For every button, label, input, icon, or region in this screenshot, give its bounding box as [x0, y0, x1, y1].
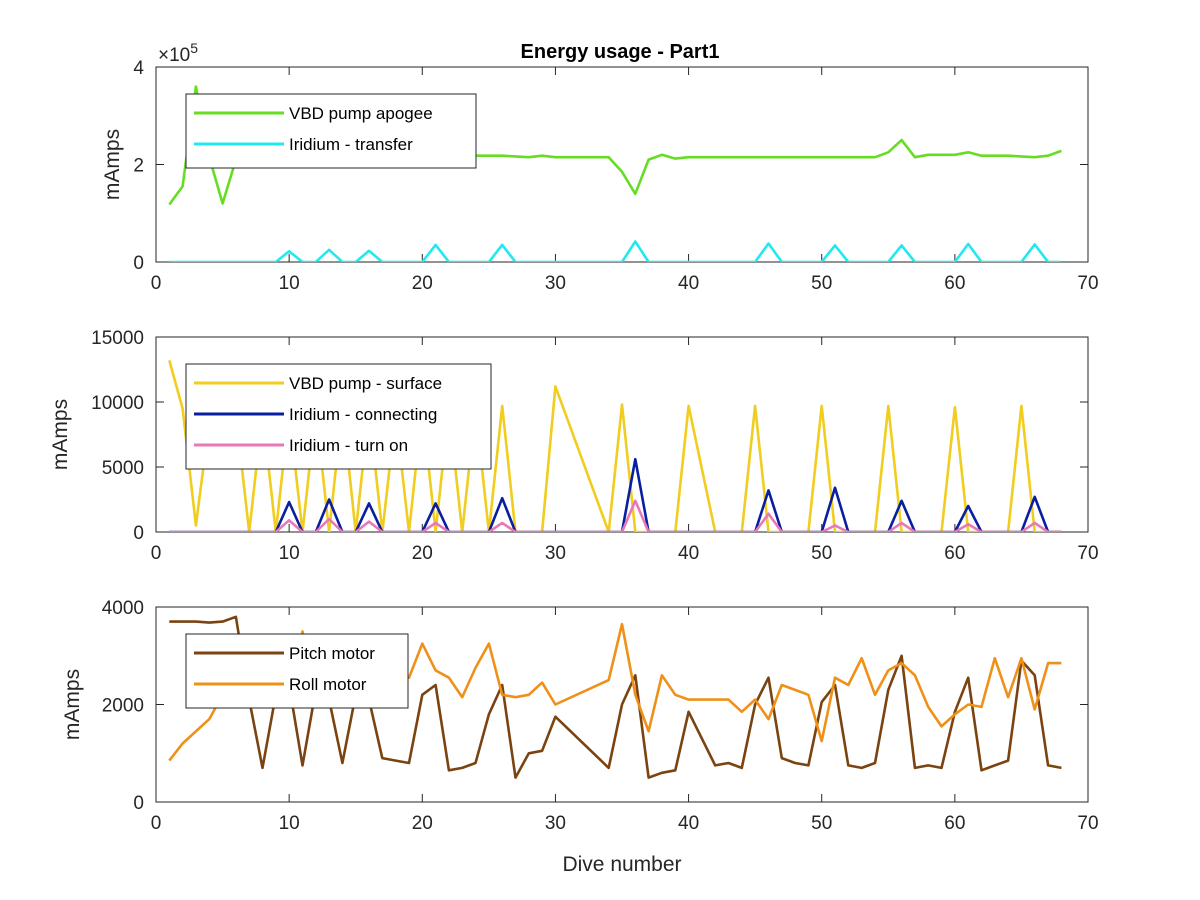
x-tick-label: 20 [412, 543, 433, 564]
y-axis-label: mAmps [101, 129, 124, 200]
x-tick-label: 70 [1077, 543, 1098, 564]
x-tick-label: 40 [678, 813, 699, 834]
legend-entry-label: VBD pump apogee [289, 104, 433, 123]
x-tick-label: 50 [811, 273, 832, 294]
x-tick-label: 60 [944, 813, 965, 834]
x-tick-label: 30 [545, 813, 566, 834]
y-axis-label: mAmps [61, 669, 84, 740]
series-line-iridium-turn-on [169, 499, 1062, 532]
x-tick-label: 10 [279, 813, 300, 834]
x-tick-label: 0 [151, 273, 162, 294]
legend: Pitch motor Roll motor [185, 633, 409, 709]
legend-entry-label: VBD pump - surface [289, 374, 442, 393]
x-tick-label: 10 [279, 273, 300, 294]
x-tick-label: 70 [1077, 813, 1098, 834]
y-tick-label: 4000 [102, 598, 144, 619]
x-tick-label: 20 [412, 273, 433, 294]
y-tick-label: 15000 [91, 328, 144, 349]
y-tick-label: 0 [133, 253, 144, 274]
y-tick-label: 2 [133, 156, 144, 177]
x-tick-label: 30 [545, 273, 566, 294]
x-tick-label: 50 [811, 543, 832, 564]
x-tick-label: 50 [811, 813, 832, 834]
legend: VBD pump - surface Iridium - connecting Ir… [185, 363, 492, 470]
x-tick-label: 30 [545, 543, 566, 564]
x-tick-label: 60 [944, 543, 965, 564]
y-tick-label: 2000 [102, 696, 144, 717]
chart-panel-2: 0 10 20 30 40 50 60 70 0 5000 10000 15000 mAmps VBD p… [49, 328, 1099, 564]
x-axis-label: Dive number [562, 853, 681, 876]
y-tick-label: 10000 [91, 393, 144, 414]
legend: VBD pump apogee Iridium - transfer [185, 93, 477, 169]
figure-title: Energy usage - Part1 [521, 41, 720, 63]
y-tick-label: 0 [133, 793, 144, 814]
y-tick-label: 5000 [102, 458, 144, 479]
x-tick-label: 0 [151, 813, 162, 834]
y-tick-label: 0 [133, 523, 144, 544]
x-tick-label: 40 [678, 273, 699, 294]
x-tick-label: 40 [678, 543, 699, 564]
legend-entry-label: Iridium - turn on [289, 436, 408, 455]
series-line-iridium-connecting [169, 457, 1062, 532]
x-tick-label: 0 [151, 543, 162, 564]
legend-entry-label: Pitch motor [289, 644, 375, 663]
chart-panel-3: 0 10 20 30 40 50 60 70 0 2000 4000 mAmps Dive number… [61, 598, 1099, 876]
legend-entry-label: Iridium - transfer [289, 135, 413, 154]
legend-box [185, 93, 477, 169]
x-tick-label: 20 [412, 813, 433, 834]
x-tick-label: 60 [944, 273, 965, 294]
legend-entry-label: Roll motor [289, 675, 367, 694]
x-tick-label: 70 [1077, 273, 1098, 294]
series-line-iridium-transfer [169, 240, 1062, 262]
y-exponent-power: 5 [190, 40, 198, 56]
x-tick-label: 10 [279, 543, 300, 564]
legend-box [185, 633, 409, 709]
y-tick-label: 4 [133, 58, 144, 79]
series-line-pitch-motor [169, 615, 1062, 779]
y-axis-label: mAmps [49, 399, 72, 470]
legend-entry-label: Iridium - connecting [289, 405, 437, 424]
